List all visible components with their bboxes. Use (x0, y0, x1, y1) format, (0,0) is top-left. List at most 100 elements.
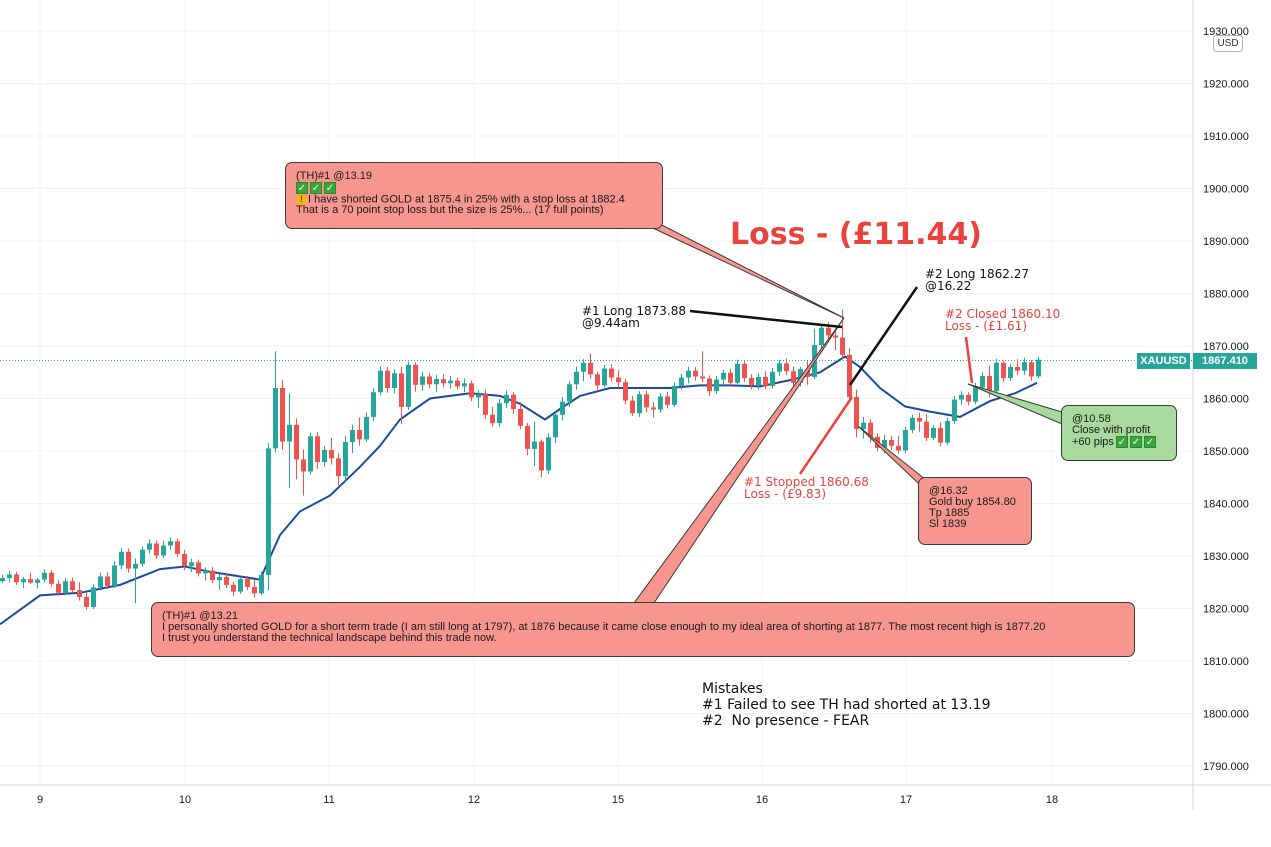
candle (476, 390, 481, 408)
candle-body (203, 570, 208, 574)
candle-body (980, 375, 985, 388)
candle-body (994, 362, 999, 392)
candle (588, 353, 593, 379)
candle (707, 375, 712, 396)
candle (910, 414, 915, 434)
candle-body (896, 445, 901, 451)
check-box-icon: ✓ (1143, 436, 1156, 448)
candle-body (364, 416, 369, 440)
candle (532, 421, 537, 467)
callout-1319-checks: ✓ ✓ ✓ (296, 182, 652, 194)
candle-body (1001, 362, 1006, 379)
candle-body (658, 396, 663, 410)
candle-body (224, 577, 229, 585)
candle (980, 372, 985, 390)
candle (539, 439, 544, 478)
candle (854, 389, 859, 438)
candle (497, 399, 502, 427)
candle (553, 412, 558, 444)
candle (630, 395, 635, 416)
y-tick-label: 1900.000 (1203, 184, 1249, 196)
currency-badge[interactable]: USD (1213, 35, 1243, 52)
check-box-icon: ✓ (1129, 436, 1142, 448)
candle-body (903, 430, 908, 451)
candle (35, 578, 40, 589)
candle-body (483, 394, 488, 415)
candle-body (966, 394, 971, 402)
callout-1058-line1: @10.58 (1072, 413, 1111, 425)
candle-body (959, 394, 964, 400)
candle-body (574, 371, 579, 385)
candle (791, 366, 796, 387)
candle (427, 372, 432, 389)
candle-body (826, 327, 831, 336)
candle-body (252, 586, 257, 594)
candle (238, 577, 243, 594)
candle-body (455, 380, 460, 387)
candle (91, 584, 96, 610)
candle (700, 351, 705, 383)
callout-th-1321[interactable]: (TH)#1 @13.21 I personally shorted GOLD … (151, 602, 1135, 657)
candle-body (336, 458, 341, 477)
candle-body (266, 448, 271, 575)
candle-body (259, 574, 264, 594)
candle (126, 548, 131, 573)
callout-1321-title: (TH)#1 @13.21 (162, 610, 238, 622)
candle (140, 546, 145, 567)
candle-body (385, 370, 390, 388)
price-axis-ticks[interactable]: 1930.0001920.0001910.0001900.0001890.000… (1203, 26, 1249, 773)
candle-body (553, 414, 558, 438)
candle (350, 424, 355, 454)
candle-body (28, 579, 33, 583)
y-tick-label: 1800.000 (1203, 709, 1249, 721)
x-tick-label: 17 (900, 794, 912, 806)
callout-1632[interactable]: @16.32 Gold buy 1854.80 Tp 1885 Sl 1839 (918, 477, 1032, 545)
candle (63, 578, 68, 595)
candle-body (630, 400, 635, 414)
candle-body (441, 379, 446, 384)
candle (231, 581, 236, 597)
candle (1008, 363, 1013, 382)
candle (952, 395, 957, 424)
candle (119, 548, 124, 570)
time-axis-ticks[interactable]: 9 10 11 12 15 16 17 18 (37, 794, 1058, 806)
y-tick-label: 1860.000 (1203, 394, 1249, 406)
candle (504, 390, 509, 408)
candle (784, 358, 789, 376)
long2-label: #2 Long 1862.27 @16.22 (925, 268, 1029, 292)
candle-body (154, 543, 159, 556)
candle (252, 579, 257, 598)
candle (581, 359, 586, 382)
callout-1058[interactable]: @10.58 Close with profit +60 pips ✓ ✓ ✓ (1061, 405, 1177, 461)
candle-body (1008, 367, 1013, 379)
candle (567, 381, 572, 407)
candle (637, 391, 642, 417)
candle-body (532, 441, 537, 449)
candle (77, 582, 82, 601)
candle (315, 432, 320, 469)
candle-body (175, 541, 180, 554)
callout-1321-line2: I trust you understand the technical lan… (162, 632, 497, 644)
candle (833, 329, 838, 351)
candle-body (742, 363, 747, 379)
callout-1319-title: (TH)#1 @13.19 (296, 170, 372, 182)
long2-line2: @16.22 (925, 279, 972, 293)
candle-body (42, 572, 47, 580)
candle (770, 368, 775, 389)
candle-body (1022, 362, 1027, 371)
candle-body (546, 437, 551, 471)
candle-body (378, 370, 383, 393)
candle (434, 374, 439, 393)
candle (84, 592, 89, 610)
candle-body (763, 376, 768, 386)
candle (14, 571, 19, 585)
candle-body (693, 370, 698, 377)
candle-body (882, 439, 887, 448)
candle (868, 418, 873, 443)
candle (182, 549, 187, 571)
candle (224, 572, 229, 589)
moving-average-line (0, 355, 1038, 626)
candlestick-series (0, 309, 1041, 610)
candle (70, 577, 75, 593)
callout-th-1319[interactable]: (TH)#1 @13.19 ✓ ✓ ✓ ! I have shorted GOLD a… (285, 162, 663, 229)
